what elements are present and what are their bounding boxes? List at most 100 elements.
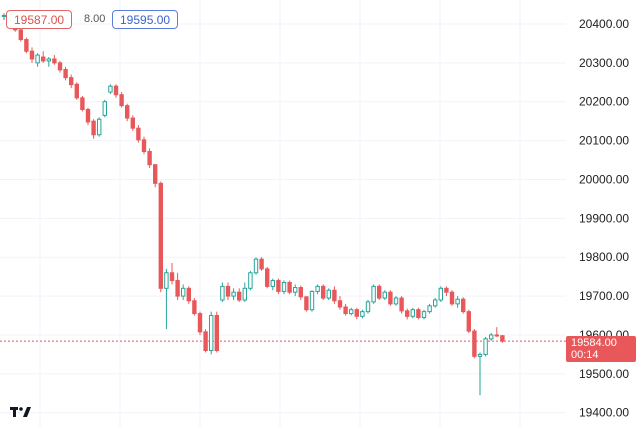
- candle: [57, 60, 63, 73]
- candle: [410, 307, 416, 319]
- candle: [69, 74, 74, 89]
- candle: [388, 290, 393, 306]
- candle: [393, 296, 399, 306]
- candle: [102, 99, 107, 118]
- tradingview-logo-icon[interactable]: [10, 404, 32, 420]
- spread-value: 8.00: [84, 13, 106, 25]
- candle: [186, 286, 192, 304]
- candle: [91, 119, 96, 139]
- y-tick-label: 19800.00: [579, 250, 629, 264]
- candle: [421, 309, 427, 320]
- candle: [365, 299, 371, 314]
- candle: [181, 284, 186, 300]
- candle: [52, 55, 57, 65]
- y-tick-label: 20000.00: [579, 172, 629, 186]
- candle: [466, 309, 472, 334]
- candle: [29, 47, 35, 63]
- candle: [427, 303, 432, 314]
- y-tick-label: 20100.00: [579, 134, 629, 148]
- buy-price-button[interactable]: 19595.00: [112, 10, 179, 29]
- candle: [477, 352, 483, 396]
- candle: [253, 257, 259, 275]
- candle: [220, 282, 225, 302]
- candle: [237, 288, 242, 302]
- candle: [483, 336, 488, 357]
- candle: [287, 280, 292, 295]
- candle: [349, 307, 354, 316]
- candle: [63, 66, 68, 81]
- candle: [225, 282, 231, 300]
- candle: [197, 311, 203, 335]
- candle: [46, 57, 51, 67]
- candle: [337, 296, 343, 310]
- current-price-label: 19584.00 00:14: [566, 336, 636, 362]
- candle: [438, 286, 444, 302]
- candle: [1, 13, 7, 21]
- candle: [113, 84, 119, 98]
- candle: [259, 257, 264, 271]
- current-price-value: 19584.00: [571, 337, 617, 349]
- candle: [416, 307, 421, 320]
- y-tick-label: 20300.00: [579, 56, 629, 70]
- candle: [119, 92, 124, 108]
- candle: [500, 334, 505, 343]
- candle: [298, 285, 304, 300]
- sell-price-button[interactable]: 19587.00: [6, 10, 73, 29]
- candle: [405, 308, 410, 320]
- candle: [158, 181, 164, 293]
- candle: [85, 107, 91, 126]
- candle: [455, 296, 460, 308]
- candle: [41, 51, 46, 63]
- candle: [242, 282, 248, 302]
- candle: [125, 103, 130, 122]
- candle: [175, 272, 180, 300]
- candle: [354, 307, 360, 320]
- y-tick-label: 19700.00: [579, 289, 629, 303]
- y-tick-label: 20400.00: [579, 17, 629, 31]
- candle: [444, 286, 449, 297]
- y-tick-label: 20200.00: [579, 95, 629, 109]
- candle: [270, 278, 276, 291]
- candle: [136, 125, 141, 143]
- candle: [192, 298, 197, 316]
- candle: [108, 84, 113, 94]
- candle: [209, 311, 214, 355]
- candle: [332, 286, 337, 304]
- candle: [265, 266, 270, 289]
- candle: [377, 284, 382, 300]
- candle: [169, 263, 175, 285]
- candle: [399, 296, 404, 314]
- candle: [130, 115, 136, 131]
- candle: [309, 290, 315, 312]
- candle: [214, 311, 220, 353]
- candle: [231, 288, 236, 300]
- candle: [293, 284, 298, 297]
- candle: [97, 117, 102, 137]
- candle: [449, 290, 455, 306]
- y-tick-label: 19500.00: [579, 367, 629, 381]
- candle: [74, 82, 79, 100]
- candle: [489, 333, 494, 341]
- candle: [461, 297, 466, 314]
- candle: [494, 327, 500, 337]
- candle: [147, 148, 152, 168]
- candle: [382, 290, 388, 300]
- candle: [281, 280, 287, 295]
- candle: [304, 296, 309, 312]
- candle: [315, 284, 320, 295]
- candle: [80, 95, 85, 112]
- candle: [18, 27, 24, 42]
- y-tick-label: 19900.00: [579, 211, 629, 225]
- candle: [472, 329, 477, 359]
- candle: [164, 268, 169, 330]
- bar-countdown: 00:14: [571, 349, 599, 361]
- candle: [371, 284, 376, 304]
- candle: [321, 284, 326, 300]
- y-tick-label: 19400.00: [579, 406, 629, 420]
- candle: [203, 329, 208, 353]
- candle: [153, 163, 158, 188]
- candle: [326, 288, 332, 300]
- candle: [276, 278, 281, 295]
